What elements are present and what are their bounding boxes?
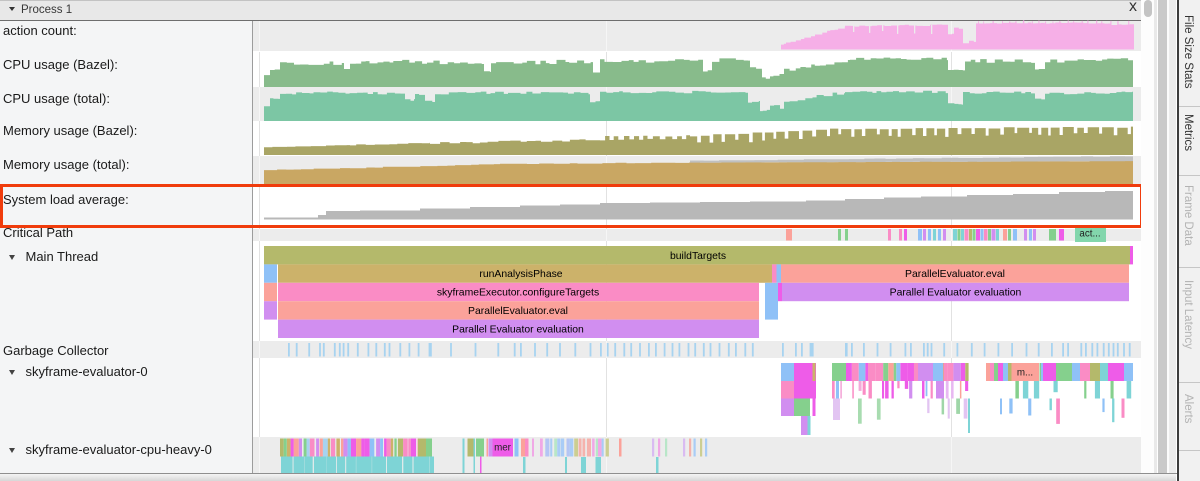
svg-text:Parallel Evaluator evaluation: Parallel Evaluator evaluation — [452, 324, 584, 335]
svg-text:ParallelEvaluator.eval: ParallelEvaluator.eval — [468, 306, 568, 317]
svg-text:act...: act... — [1079, 229, 1100, 240]
svg-text:buildTargets: buildTargets — [670, 251, 726, 262]
svg-text:ParallelEvaluator.eval: ParallelEvaluator.eval — [905, 269, 1005, 280]
svg-text:skyframeExecutor.configureTarg: skyframeExecutor.configureTargets — [437, 288, 599, 299]
svg-text:m...: m... — [1017, 368, 1033, 379]
svg-text:runAnalysisPhase: runAnalysisPhase — [479, 269, 562, 280]
svg-text:mer: mer — [494, 443, 512, 454]
svg-text:Parallel Evaluator evaluation: Parallel Evaluator evaluation — [890, 288, 1022, 299]
